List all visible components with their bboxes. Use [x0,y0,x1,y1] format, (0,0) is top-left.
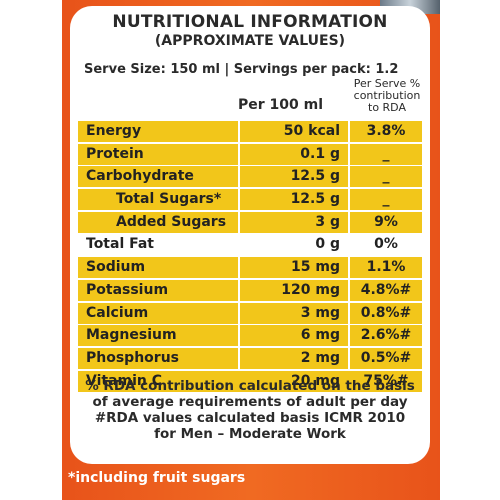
nutrient-name: Energy [86,123,142,139]
nutrient-rda: 4.8%# [360,281,412,298]
footnotes: % RDA contribution calculated on the bas… [70,378,430,442]
footnote-line: % RDA contribution calculated on the bas… [85,378,415,394]
table-row: Protein 0.1 g _ [78,143,422,166]
panel-subtitle: (APPROXIMATE VALUES) [154,33,346,49]
nutrient-value: 20 mg [291,372,340,389]
column-divider [238,120,240,371]
nutrient-rda: 75%# [363,372,409,389]
nutrient-name: Total Sugars* [116,191,222,208]
serve-info: Serve Size: 150 ml | Servings per pack: … [84,62,399,77]
nutrient-name: Carbohydrate [86,168,194,185]
nutrient-rda: 1.1% [366,259,406,276]
table-row: Phosphorus 2 mg 0.5%# [78,347,422,370]
nutrient-name: Potassium [86,281,169,298]
table-row: Potassium 120 mg 4.8%# [78,279,422,302]
nutrient-value: 50 kcal [283,123,340,139]
table-row: Added Sugars 3 g 9% [78,211,422,234]
nutrient-name: Phosphorus [86,349,179,366]
nutrient-rda: 2.6%# [360,327,412,344]
nutrient-name: Calcium [86,304,149,321]
table-row: Total Fat 0 g 0% [78,233,422,256]
nutrient-rda: 9% [374,213,398,230]
nutrient-value: 0 g [315,236,340,253]
table-row: Energy 50 kcal 3.8% [78,120,422,143]
nutrient-value: 3 mg [300,304,340,321]
nutrient-value: 120 mg [281,281,340,298]
table-row: Calcium 3 mg 0.8%# [78,302,422,325]
nutrient-name: Vitamin C [86,372,163,389]
nutrient-value: 2 mg [300,349,340,366]
column-header-rda: Per Serve % contribution to RDA [353,77,421,114]
nutrient-name: Protein [86,145,144,162]
column-divider [348,120,350,371]
nutrition-table: Energy 50 kcal 3.8% Protein 0.1 g _ Carb… [78,120,422,392]
nutrient-rda: _ [382,191,390,208]
nutrient-rda: _ [382,168,390,185]
nutrient-rda: _ [382,145,390,162]
footer-note: *including fruit sugars [68,470,246,486]
table-row: Vitamin C 20 mg 75%# [78,370,422,393]
nutrient-value: 6 mg [300,327,340,344]
column-header-per-100ml: Per 100 ml [238,97,324,113]
nutrient-rda: 0% [374,236,398,253]
nutrient-name: Sodium [86,259,146,276]
nutrient-name: Total Fat [86,236,155,253]
footnote-line: for Men – Moderate Work [154,426,346,442]
nutrient-rda: 3.8% [366,123,406,139]
footnote-line: of average requirements of adult per day [92,394,408,410]
nutrient-rda: 0.5%# [360,349,412,366]
nutrient-value: 3 g [315,213,340,230]
nutrient-rda: 0.8%# [360,304,412,321]
table-row: Magnesium 6 mg 2.6%# [78,324,422,347]
nutrition-panel: NUTRITIONAL INFORMATION (APPROXIMATE VAL… [70,6,430,464]
nutrient-name: Magnesium [86,327,177,344]
panel-title: NUTRITIONAL INFORMATION [112,12,388,32]
nutrient-value: 12.5 g [290,191,340,208]
nutrient-value: 12.5 g [290,168,340,185]
table-row: Sodium 15 mg 1.1% [78,256,422,279]
table-row: Carbohydrate 12.5 g _ [78,165,422,188]
nutrient-value: 15 mg [291,259,340,276]
nutrient-name: Added Sugars [116,213,227,230]
table-row: Total Sugars* 12.5 g _ [78,188,422,211]
footnote-line: #RDA values calculated basis ICMR 2010 [94,410,406,426]
nutrient-value: 0.1 g [300,145,340,162]
